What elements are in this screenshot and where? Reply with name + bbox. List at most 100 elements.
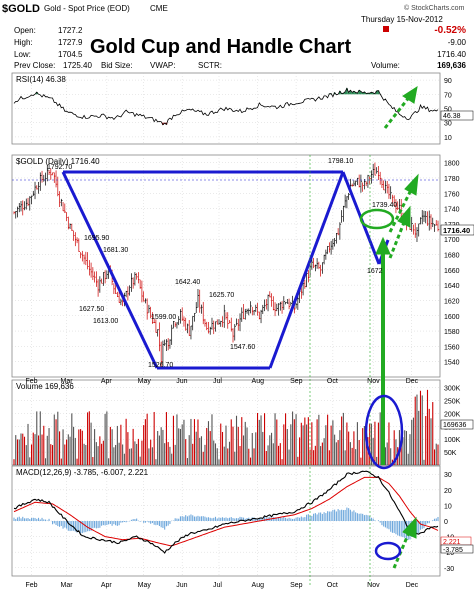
volume-label-panel: Volume 169,636 [16,382,74,391]
symbol: $GOLD [2,3,40,15]
macd-circle [374,541,402,561]
description: Gold - Spot Price (EOD) [44,4,130,13]
chart-header: $GOLD Gold - Spot Price (EOD) CME © Stoc… [2,3,467,70]
prev-close-value: 1725.40 [63,61,92,70]
price-tick-label: 1660 [444,268,460,275]
rsi-arrowhead-icon [402,85,418,104]
volume-tick-label: 100K [444,437,461,444]
annotation-1627: 1627.50 [79,306,104,313]
price-arrow-lower-icon [397,205,411,228]
open-value: 1727.2 [58,26,83,35]
annotation-1792: 1792.70 [47,164,72,171]
macd-tick-label: 20 [444,488,452,495]
last-value: 1716.40 [437,50,466,59]
measured-move-arrowhead-icon [375,236,391,255]
volume-value-tag: 169636 [443,422,466,429]
month-label-mid: May [138,378,152,385]
open-label: Open: [14,26,36,35]
annotation-1613: 1613.00 [93,318,118,325]
month-label-mid: Sep [290,378,303,385]
month-label: Sep [290,582,303,589]
price-arrow-upper-line [388,187,414,233]
price-tick-label: 1680 [444,253,460,260]
date: Thursday 15-Nov-2012 [361,15,443,24]
price-tick-label: 1780 [444,176,460,183]
price-annotations: 1792.70 1798.10 1695.90 1681.30 1627.50 … [47,158,397,369]
month-label-mid: Jun [176,378,187,385]
month-label-mid: Oct [327,378,338,385]
change-pct: -0.52% [434,25,466,36]
macd-tick-label: -30 [444,566,454,573]
prev-close-label: Prev Close: [14,61,55,70]
green-arrows [375,85,419,569]
cup-handle-overlay [61,170,390,370]
down-marker-icon [383,26,389,32]
price-tick-label: 1640 [444,283,460,290]
volume-label: Volume: [371,61,400,70]
high-label: High: [14,38,33,47]
cup-left-line [61,171,159,369]
low-value: 1704.5 [58,50,83,59]
month-label-mid: Nov [367,378,380,385]
month-label: Oct [327,582,338,589]
handle-circle [359,208,395,230]
price-tick-label: 1600 [444,314,460,321]
macd-label: MACD(12,26,9) -3.785, -6.007, 2.221 [16,468,149,477]
macd-tick-label: 0 [444,519,448,526]
month-label: Nov [367,582,380,589]
macd-tag-2-box [440,544,474,554]
rsi-layer [13,87,439,126]
price-tick-label: 1540 [444,360,460,367]
macd-arrow-line [392,529,412,569]
month-label: Jul [213,582,222,589]
rsi-label: RSI(14) 46.38 [16,75,66,84]
month-label-mid: Mar [61,378,74,385]
price-tick-label: 1800 [444,161,460,168]
annotation-1739: 1739.40 [372,202,397,209]
price-arrow-lower-line [388,219,407,259]
month-label: Mar [61,582,74,589]
axis-layer: Feb Feb Mar Mar Apr Apr May May Jun Jun Jul Jul Aug A… [26,78,461,589]
rsi-value-tag-box [440,110,474,121]
month-label-mid: Apr [101,378,113,385]
exchange: CME [150,4,168,13]
month-label-mid: Jul [213,378,222,385]
rsi-tick-label: 50 [444,107,452,114]
macd-signal-line [13,476,439,547]
annotation-1642: 1642.40 [175,279,200,286]
macd-tag-1: 2.221 [443,539,461,546]
panel-labels: RSI(14) 46.38 $GOLD (Daily) 1716.40 Volu… [16,75,149,477]
price-tick-label: 1700 [444,237,460,244]
macd-arrowhead-icon [402,516,417,539]
price-tick-label: 1740 [444,207,460,214]
rsi-tick-label: 90 [444,78,452,85]
price-panel-frame [11,154,441,378]
month-label-mid: Dec [406,378,419,385]
price-tick-label: 1580 [444,329,460,336]
month-label: Apr [101,582,113,589]
annotation-1526: 1526.70 [148,362,173,369]
volume-layer [13,389,439,465]
volume-circle [364,394,404,470]
rsi-tick-label: 10 [444,135,452,142]
rsi-value-tag: 46.38 [443,113,461,120]
price-tick-label: 1560 [444,344,460,351]
macd-tag-2: -3.785 [443,547,463,554]
month-label: May [138,582,152,589]
bid-size-label: Bid Size: [101,61,133,70]
macd-line [13,470,439,554]
month-label: Dec [406,582,419,589]
low-label: Low: [14,50,31,59]
month-label: Aug [252,582,265,589]
macd-layer [13,470,439,554]
overlay-title-box [86,32,382,60]
annotation-1599: 1599.00 [151,314,176,321]
grid-layer [12,73,440,576]
high-value: 1727.9 [58,38,83,47]
annotation-1625: 1625.70 [209,292,234,299]
annotation-1681: 1681.30 [103,247,128,254]
price-label: $GOLD (Daily) 1716.40 [16,157,100,166]
annotation-1547: 1547.60 [230,344,255,351]
annotation-1672: 1672 [367,268,383,275]
macd-tick-label: 30 [444,472,452,479]
